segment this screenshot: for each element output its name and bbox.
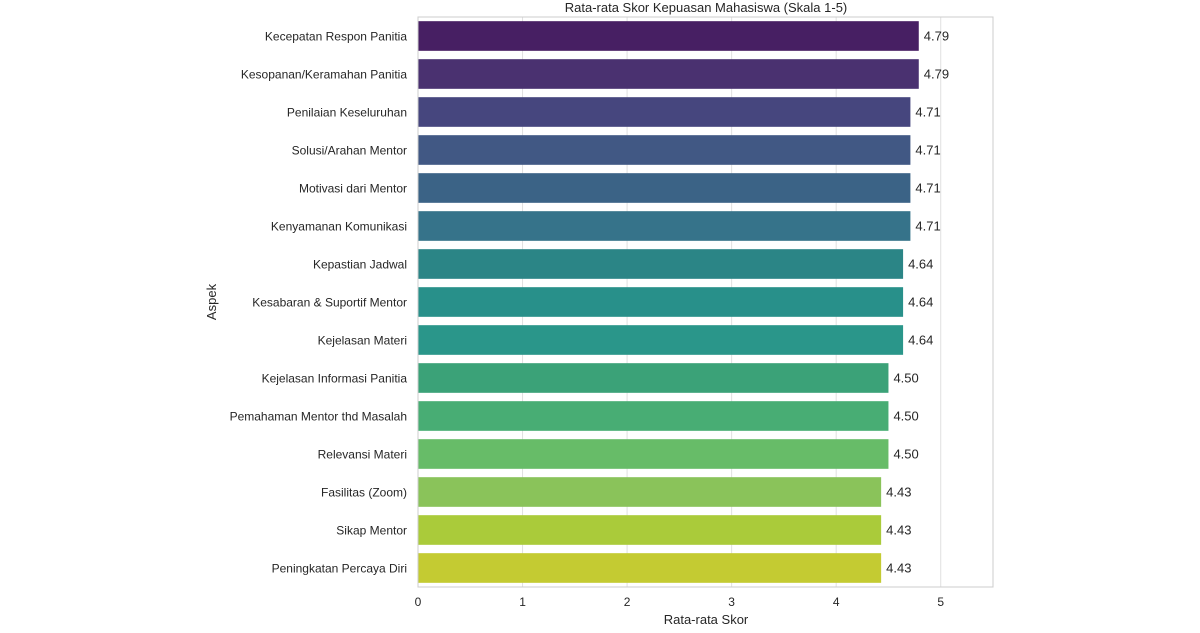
bar	[418, 97, 911, 127]
bar-value-label: 4.71	[915, 181, 940, 196]
bar	[418, 173, 911, 203]
bar	[418, 135, 911, 165]
x-tick-label: 0	[415, 595, 422, 609]
bar	[418, 439, 889, 469]
x-tick-label: 3	[728, 595, 735, 609]
bar-value-label: 4.79	[924, 67, 949, 82]
bars	[418, 21, 919, 583]
x-tick-label: 4	[833, 595, 840, 609]
bar-value-label: 4.71	[915, 219, 940, 234]
y-tick-label: Solusi/Arahan Mentor	[292, 144, 407, 158]
y-axis-label: Aspek	[204, 283, 219, 320]
bar	[418, 21, 919, 51]
x-tick-label: 5	[937, 595, 944, 609]
bar	[418, 401, 889, 431]
chart-title: Rata-rata Skor Kepuasan Mahasiswa (Skala…	[565, 0, 848, 15]
y-tick-label: Kecepatan Respon Panitia	[265, 30, 407, 44]
y-tick-label: Relevansi Materi	[318, 448, 407, 462]
y-tick-label: Sikap Mentor	[336, 524, 407, 538]
x-tick-label: 1	[519, 595, 526, 609]
plot-frame	[417, 16, 994, 588]
data-labels: 4.79 4.79 4.71 4.71 4.71 4.71 4.64 4.64 4.64 4.50…	[886, 29, 949, 576]
bar-value-label: 4.43	[886, 485, 911, 500]
y-tick-label: Pemahaman Mentor thd Masalah	[230, 410, 407, 424]
y-tick-label: Motivasi dari Mentor	[299, 182, 407, 196]
y-tick-label: Peningkatan Percaya Diri	[272, 562, 407, 576]
x-axis-label: Rata-rata Skor	[664, 612, 749, 627]
y-tick-label: Kenyamanan Komunikasi	[271, 220, 407, 234]
bar-value-label: 4.43	[886, 561, 911, 576]
bar	[418, 477, 882, 507]
bar-value-label: 4.50	[893, 409, 918, 424]
bar	[418, 325, 904, 355]
y-tick-label: Kepastian Jadwal	[313, 258, 407, 272]
bar	[418, 249, 904, 279]
y-tick-label: Kesabaran & Suportif Mentor	[252, 296, 407, 310]
bar-value-label: 4.64	[908, 333, 933, 348]
y-tick-label: Penilaian Keseluruhan	[287, 106, 407, 120]
x-tick-label: 2	[624, 595, 631, 609]
bar	[418, 363, 889, 393]
bar-value-label: 4.71	[915, 143, 940, 158]
bar	[418, 515, 882, 545]
y-tick-label: Fasilitas (Zoom)	[321, 486, 407, 500]
y-tick-label: Kejelasan Materi	[318, 334, 407, 348]
bar-value-label: 4.50	[893, 371, 918, 386]
bar	[418, 211, 911, 241]
bar-value-label: 4.43	[886, 523, 911, 538]
y-tick-label: Kejelasan Informasi Panitia	[262, 372, 408, 386]
y-tick-labels: Kecepatan Respon Panitia Kesopanan/Kerama…	[230, 30, 408, 576]
bar	[418, 59, 919, 89]
bar-value-label: 4.50	[893, 447, 918, 462]
bar-value-label: 4.71	[915, 105, 940, 120]
bar-value-label: 4.64	[908, 257, 933, 272]
bar	[418, 553, 882, 583]
x-tick-labels: 0 1 2 3 4 5	[415, 595, 945, 609]
y-tick-label: Kesopanan/Keramahan Panitia	[241, 68, 407, 82]
bar-value-label: 4.79	[924, 29, 949, 44]
bar-value-label: 4.64	[908, 295, 933, 310]
bar	[418, 287, 904, 317]
